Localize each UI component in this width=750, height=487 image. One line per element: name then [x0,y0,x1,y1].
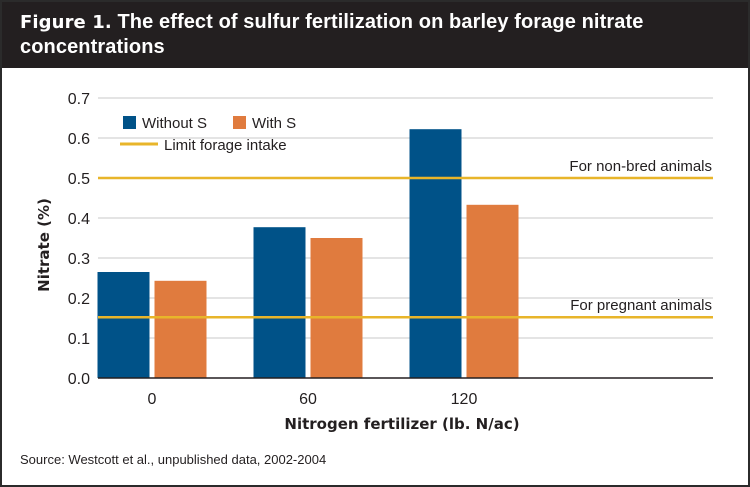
reference-line-label: For non-bred animals [569,158,712,175]
x-axis-label: Nitrogen fertilizer (lb. N/ac) [284,415,519,433]
y-tick-label: 0.5 [68,171,90,188]
reference-lines: For non-bred animals For pregnant animals [98,158,713,319]
bar-without-s [97,272,150,378]
legend-label-without-s: Without S [142,115,207,132]
bar-chart: For non-bred animals For pregnant animals… [35,91,713,433]
source-note: Source: Westcott et al., unpublished dat… [20,452,327,467]
y-tick-label: 0.0 [68,371,90,388]
x-tick-label: 60 [299,391,317,408]
legend-label-limit-intake: Limit forage intake [164,137,287,154]
bar-with-s [310,238,363,378]
y-tick-label: 0.2 [68,291,90,308]
bar-without-s [409,129,462,378]
y-tick-label: 0.4 [68,211,90,228]
bar-with-s [154,280,207,378]
bar-with-s [466,204,519,378]
reference-line-label: For pregnant animals [570,297,712,314]
y-tick-label: 0.7 [68,91,90,108]
y-axis-label: Nitrate (%) [35,198,53,292]
figure-title: Figure 1. The effect of sulfur fertiliza… [20,10,730,60]
legend-swatch-without-s [123,116,136,129]
bar-without-s [253,227,306,378]
y-tick-label: 0.1 [68,331,90,348]
x-tick-label: 120 [451,391,478,408]
figure-header: Figure 1. The effect of sulfur fertiliza… [2,2,748,68]
x-tick-label: 0 [148,391,157,408]
y-tick-label: 0.3 [68,251,90,268]
legend-swatch-with-s [233,116,246,129]
y-tick-label: 0.6 [68,131,90,148]
legend: Without S With S Limit forage intake [120,115,296,154]
figure-title-text: The effect of sulfur fertilization on ba… [20,11,644,58]
figure-label: Figure 1. [20,12,112,33]
bars [97,129,519,378]
y-tick-labels: 0.0 0.1 0.2 0.3 0.4 0.5 0.6 0.7 [68,91,90,388]
legend-label-with-s: With S [252,115,296,132]
x-tick-labels: 0 60 120 [148,391,478,408]
